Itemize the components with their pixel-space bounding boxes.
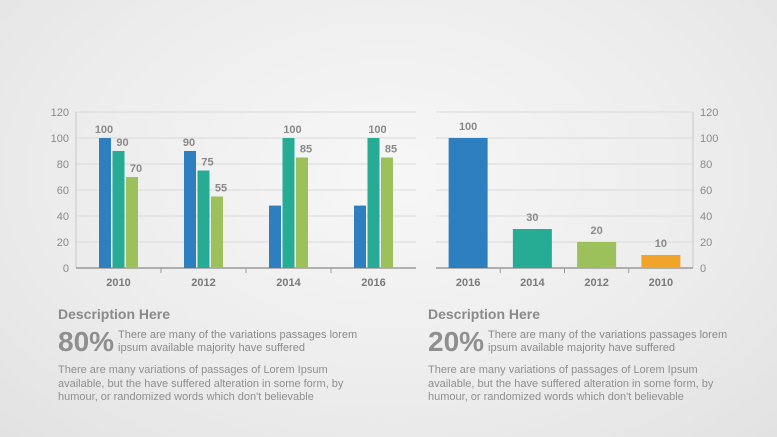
y-tick-label: 40 (700, 211, 712, 223)
category-label: 2012 (191, 277, 215, 289)
description-title: Description Here (58, 306, 171, 322)
single-bar-chart: 0 20 40 60 80 100 120 100 2016 30 2014 20 2012 10 2010 (436, 107, 718, 289)
bar (197, 170, 210, 268)
stat-line: ipsum available majority have suffered (488, 342, 675, 354)
bar (641, 255, 681, 268)
description-body: There are many variations of passages of… (428, 364, 714, 403)
bar (112, 151, 125, 268)
bar (126, 177, 138, 268)
bar (381, 157, 393, 268)
data-label: 85 (300, 144, 312, 156)
bar (354, 205, 366, 268)
data-label: 100 (368, 124, 386, 136)
data-label: 55 (215, 183, 227, 195)
bar (211, 196, 223, 268)
bar (512, 229, 552, 268)
y-tick-label: 120 (51, 107, 69, 119)
stat-line: ipsum available majority have suffered (118, 342, 305, 354)
category-label: 2012 (584, 277, 608, 289)
y-tick-label: 20 (57, 237, 69, 249)
category-label: 2010 (649, 277, 673, 289)
bar (184, 151, 196, 268)
bar (367, 138, 380, 268)
bar (269, 205, 281, 268)
y-tick-label: 40 (57, 211, 69, 223)
bar (282, 138, 295, 268)
y-tick-label: 100 (51, 133, 69, 145)
category-label: 2014 (276, 277, 301, 289)
y-tick-label: 80 (57, 159, 69, 171)
bar (577, 242, 617, 268)
description-body: There are many variations of passages of… (58, 364, 344, 403)
data-label: 85 (385, 144, 397, 156)
stat-line: There are many of the variations passage… (118, 329, 358, 341)
y-tick-label: 60 (57, 185, 69, 197)
description-block-right: Description Here 20% There are many of t… (428, 306, 738, 405)
data-label: 20 (591, 225, 603, 237)
y-tick-label: 0 (700, 263, 706, 275)
stat-percent: 20% (428, 326, 485, 357)
stat-percent: 80% (58, 326, 115, 357)
data-label: 90 (183, 137, 195, 149)
y-tick-label: 20 (700, 237, 712, 249)
bar (296, 157, 308, 268)
bar (448, 138, 488, 268)
category-label: 2016 (456, 277, 480, 289)
bar (99, 138, 111, 268)
y-tick-label: 120 (700, 107, 718, 119)
grouped-bar-chart: 0204060801001201009070201090755520121008… (51, 107, 416, 289)
data-label: 90 (116, 137, 128, 149)
data-label: 10 (655, 238, 667, 250)
stat-line: There are many of the variations passage… (488, 329, 728, 341)
stat-text: There are many of the variations passage… (488, 329, 727, 355)
data-label: 100 (95, 124, 113, 136)
y-tick-label: 80 (700, 159, 712, 171)
data-label: 75 (201, 157, 213, 169)
y-tick-label: 0 (63, 263, 69, 275)
data-label: 70 (130, 163, 142, 175)
category-label: 2014 (520, 277, 545, 289)
description-title: Description Here (428, 306, 541, 322)
category-label: 2010 (106, 277, 130, 289)
stat-row: 20% There are many of the variations pas… (428, 328, 738, 356)
stat-text: There are many of the variations passage… (118, 329, 357, 355)
stat-row: 80% There are many of the variations pas… (58, 328, 368, 356)
data-label: 30 (526, 212, 538, 224)
y-tick-label: 60 (700, 185, 712, 197)
data-label: 100 (459, 121, 477, 133)
y-tick-label: 100 (700, 133, 718, 145)
description-block-left: Description Here 80% There are many of t… (58, 306, 368, 405)
category-label: 2016 (361, 277, 385, 289)
data-label: 100 (283, 124, 301, 136)
